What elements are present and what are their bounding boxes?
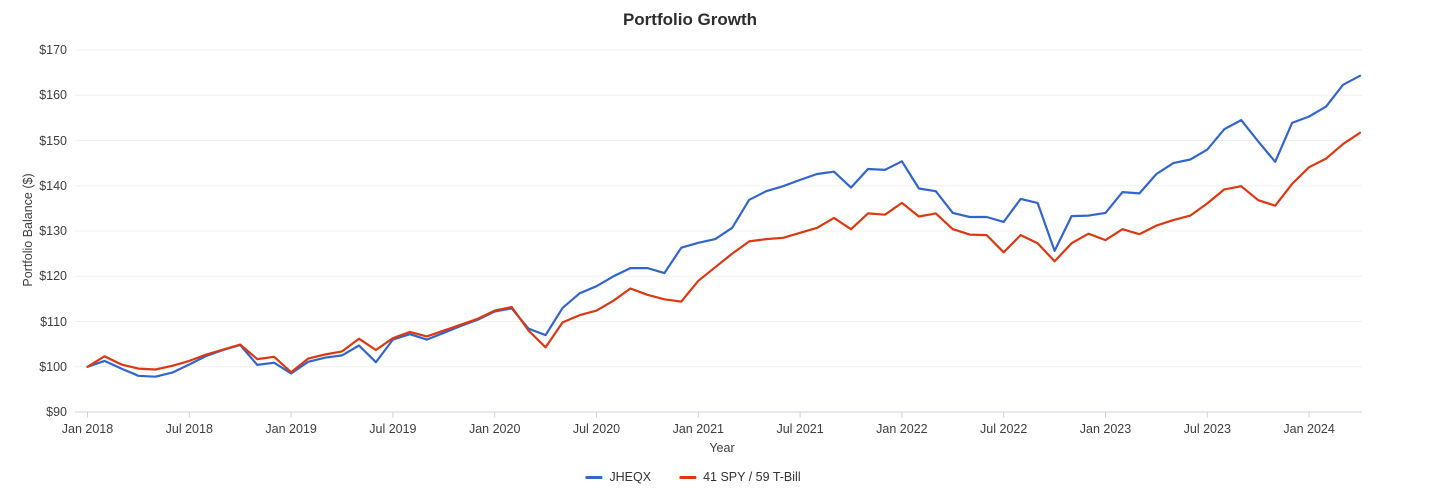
y-tick-label: $100 <box>39 359 67 374</box>
y-tick-label: $130 <box>39 224 67 238</box>
y-tick-label: $110 <box>40 314 67 329</box>
x-tick-label: Jan 2018 <box>61 422 114 436</box>
y-tick-label: $90 <box>46 405 67 419</box>
x-tick-label: Jan 2023 <box>1079 422 1132 436</box>
x-tick-label: Jul 2022 <box>980 422 1028 436</box>
x-tick-label: Jan 2021 <box>672 422 725 436</box>
x-tick-label: Jul 2019 <box>369 422 417 436</box>
series-line-jheqx <box>86 74 1362 378</box>
x-tick-label: Jan 2024 <box>1283 422 1335 436</box>
legend-item-41-spy-59-t-bill: 41 SPY / 59 T-Bill <box>679 470 801 484</box>
x-tick-label: Jan 2019 <box>265 422 317 436</box>
x-axis-title: Year <box>709 441 735 455</box>
legend-label: JHEQX <box>609 470 652 484</box>
series-line-41-spy-59-t-bill <box>86 131 1362 374</box>
x-tick-label: Jul 2023 <box>1183 422 1231 436</box>
legend-line-swatch <box>585 475 603 479</box>
y-tick-label: $120 <box>39 269 67 284</box>
y-tick-label: $140 <box>39 178 67 193</box>
y-tick-label: $170 <box>39 43 67 57</box>
legend: JHEQX 41 SPY / 59 T-Bill <box>585 470 801 484</box>
x-tick-label: Jul 2018 <box>165 422 213 436</box>
x-tick-label: Jul 2021 <box>776 422 824 436</box>
legend-label: 41 SPY / 59 T-Bill <box>703 470 801 484</box>
x-tick-label: Jul 2020 <box>572 422 621 436</box>
legend-item-jheqx: JHEQX <box>585 470 651 484</box>
y-tick-label: $150 <box>39 133 67 148</box>
chart-title: Portfolio Growth <box>622 10 758 29</box>
x-tick-label: Jan 2022 <box>876 422 928 436</box>
x-tick-label: Jan 2020 <box>468 422 521 436</box>
y-tick-label: $160 <box>39 88 67 103</box>
legend-line-swatch <box>679 475 697 479</box>
